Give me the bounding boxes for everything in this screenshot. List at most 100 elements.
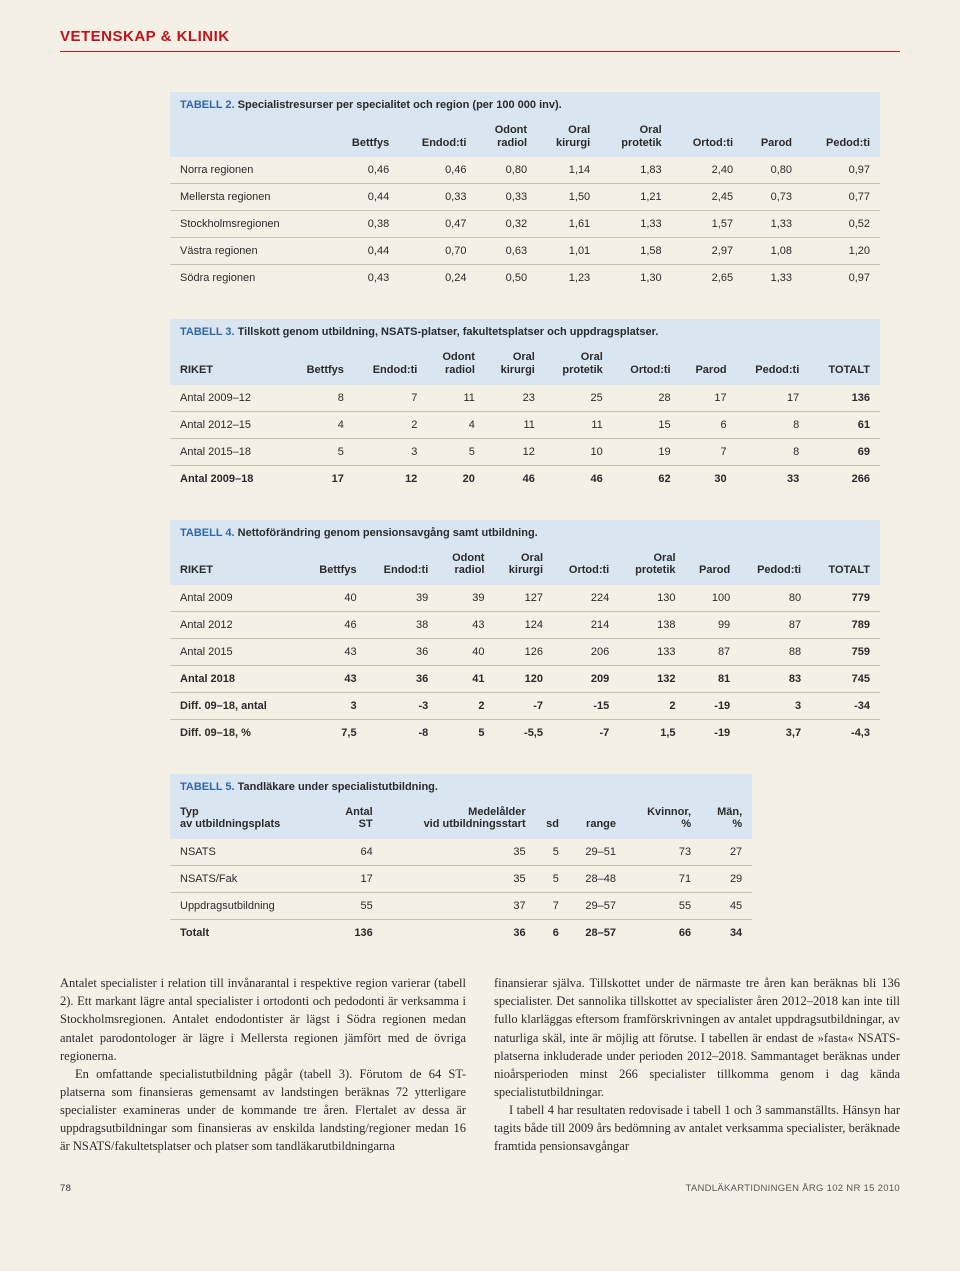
cell: 0,97 [798,157,880,184]
cell: 3 [350,438,423,465]
cell: 69 [805,438,880,465]
cell: 1,30 [596,265,667,292]
cell: 43 [300,638,362,665]
col-header: RIKET [170,345,286,384]
cell: 28–48 [565,866,622,893]
cell: 7 [677,438,733,465]
cell: 8 [286,385,350,412]
cell: 46 [300,611,362,638]
cell: 62 [609,465,677,492]
table-row: Antal 2009–1287112325281717136 [170,385,880,412]
col-header: Oralkirurgi [533,118,596,157]
cell: 4 [423,411,481,438]
cell: 5 [286,438,350,465]
cell: 37 [379,893,532,920]
cell: 55 [326,893,379,920]
cell: 81 [682,665,737,692]
cell: 1,33 [739,265,798,292]
col-header: Pedod:ti [736,546,807,585]
table-caption: TABELL 2. Specialistresurser per special… [170,92,880,118]
col-header: Män,% [697,800,752,839]
cell: 1,50 [533,184,596,211]
cell: 28 [609,385,677,412]
cell: Uppdragsutbildning [170,893,326,920]
table-3: TABELL 3. Tillskott genom utbildning, NS… [170,319,880,491]
table-row: Södra regionen0,430,240,501,231,302,651,… [170,265,880,292]
cell: 1,21 [596,184,667,211]
cell: -4,3 [807,719,880,746]
cell: 132 [615,665,681,692]
cell: 3,7 [736,719,807,746]
cell: 28–57 [565,920,622,947]
cell: 759 [807,638,880,665]
cell: Antal 2018 [170,665,300,692]
table-row: Antal 20184336411202091328183745 [170,665,880,692]
cell: 0,44 [328,238,395,265]
cell: 0,24 [395,265,472,292]
col-header: Odontradiol [434,546,490,585]
col-header: Oralkirurgi [490,546,549,585]
cell: 1,23 [533,265,596,292]
body-col-right: finansierar själva. Tillskottet under de… [494,974,900,1155]
cell: 2,65 [668,265,739,292]
cell: 17 [326,866,379,893]
table-row: NSATS6435529–517327 [170,839,752,866]
cell: Antal 2012 [170,611,300,638]
cell: 15 [609,411,677,438]
cell: 80 [736,585,807,612]
cell: 29–51 [565,839,622,866]
table-row: Antal 200940393912722413010080779 [170,585,880,612]
cell: 11 [423,385,481,412]
table-row: Diff. 09–18, %7,5-85-5,5-71,5-193,7-4,3 [170,719,880,746]
cell: 35 [379,839,532,866]
cell: 1,14 [533,157,596,184]
cell: -19 [682,692,737,719]
table-row: Totalt13636628–576634 [170,920,752,947]
body-text: Antalet specialister i relation till inv… [60,974,900,1155]
table-row: Antal 2015–185351210197869 [170,438,880,465]
cell: 19 [609,438,677,465]
cell: 29–57 [565,893,622,920]
table-row: Diff. 09–18, antal3-32-7-152-193-34 [170,692,880,719]
cell: 1,83 [596,157,667,184]
cell: 20 [423,465,481,492]
cell: 1,5 [615,719,681,746]
cell: 130 [615,585,681,612]
table-4: TABELL 4. Nettoförändring genom pensions… [170,520,880,746]
cell: 6 [677,411,733,438]
cell: 27 [697,839,752,866]
table-caption: TABELL 4. Nettoförändring genom pensions… [170,520,880,546]
cell: -15 [549,692,615,719]
col-header: Bettfys [286,345,350,384]
cell: 0,38 [328,211,395,238]
cell: 124 [490,611,549,638]
cell: 0,80 [472,157,533,184]
cell: 36 [363,638,435,665]
page-footer: 78 TANDLÄKARTIDNINGEN ÅRG 102 NR 15 2010 [60,1183,900,1194]
table-row: Mellersta regionen0,440,330,331,501,212,… [170,184,880,211]
col-header: Parod [682,546,737,585]
cell: 40 [434,638,490,665]
cell: 1,33 [596,211,667,238]
cell: 34 [697,920,752,947]
cell: 1,33 [739,211,798,238]
cell: 7,5 [300,719,362,746]
cell: 87 [682,638,737,665]
cell: 1,57 [668,211,739,238]
cell: 6 [532,920,565,947]
body-col-left: Antalet specialister i relation till inv… [60,974,466,1155]
cell: -34 [807,692,880,719]
cell: 0,70 [395,238,472,265]
cell: 2,40 [668,157,739,184]
cell: -7 [549,719,615,746]
col-header: TOTALT [805,345,880,384]
cell: 17 [677,385,733,412]
cell: 2 [350,411,423,438]
col-header: Endod:ti [363,546,435,585]
cell: -3 [363,692,435,719]
cell: 1,20 [798,238,880,265]
col-header: sd [532,800,565,839]
cell: 127 [490,585,549,612]
col-header: Odontradiol [472,118,533,157]
col-header: Medelåldervid utbildningsstart [379,800,532,839]
